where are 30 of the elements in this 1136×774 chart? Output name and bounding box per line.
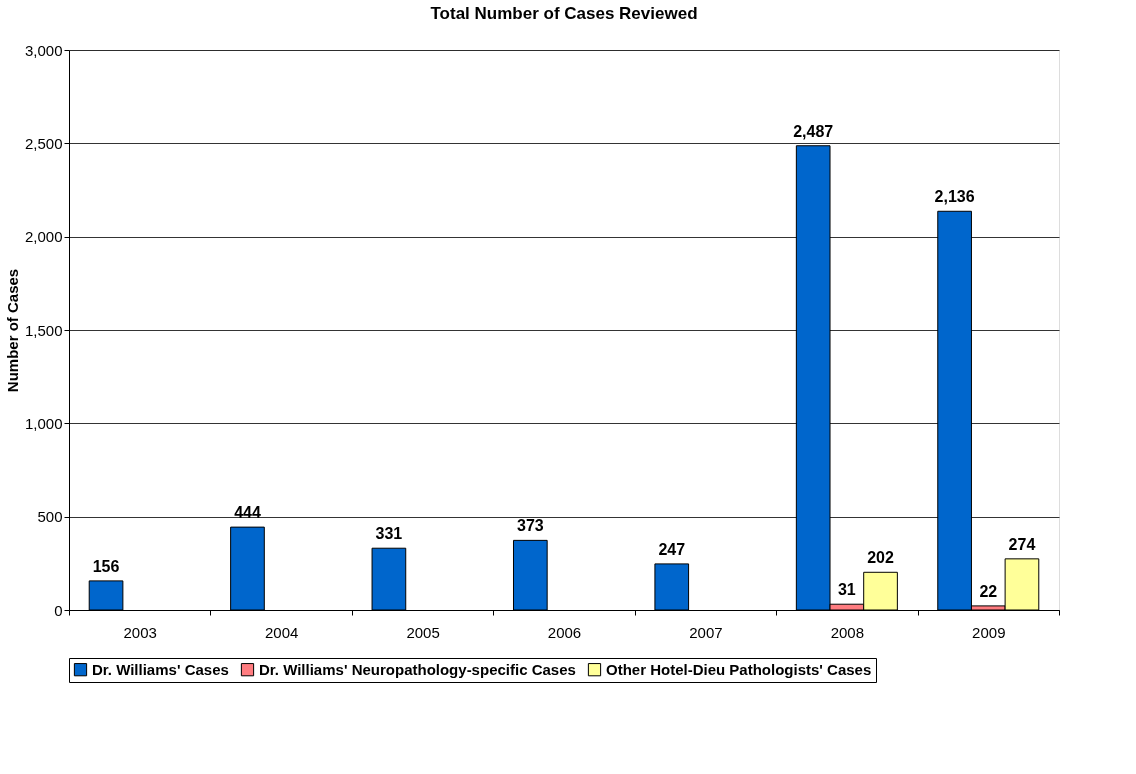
chart-title: Total Number of Cases Reviewed — [430, 4, 698, 23]
data-label: 247 — [658, 540, 686, 558]
data-label: 274 — [1008, 535, 1036, 553]
x-tick-label: 2005 — [406, 623, 440, 641]
y-tick-label: 1,000 — [24, 414, 63, 432]
data-label: 444 — [234, 504, 261, 522]
x-tick-label: 2007 — [689, 623, 723, 641]
data-label: 2,487 — [793, 122, 834, 140]
data-label: 2,136 — [934, 188, 975, 206]
x-tick-label: 2008 — [830, 623, 865, 641]
y-tick-label: 2,000 — [24, 228, 63, 246]
x-tick-label: 2006 — [547, 623, 582, 641]
data-label: 31 — [837, 581, 856, 599]
y-tick-label: 0 — [54, 601, 63, 619]
y-tick-label: 2,500 — [24, 134, 63, 152]
y-tick-label: 3,000 — [24, 41, 63, 59]
data-label: 156 — [92, 557, 120, 575]
data-label: 331 — [375, 525, 403, 543]
legend-label: Dr. Williams' Neuropathology-specific Cases — [259, 660, 576, 678]
data-label: 202 — [867, 549, 894, 567]
x-tick-label: 2004 — [264, 623, 299, 641]
legend-label: Dr. Williams' Cases — [92, 660, 229, 678]
legend-label: Other Hotel-Dieu Pathologists' Cases — [606, 660, 872, 678]
x-tick-label: 2009 — [972, 623, 1006, 641]
y-axis-title: Number of Cases — [3, 268, 21, 393]
y-tick-label: 500 — [37, 508, 63, 526]
y-tick-label: 1,500 — [24, 321, 63, 339]
data-label: 373 — [516, 517, 544, 535]
data-label: 22 — [979, 582, 998, 600]
x-tick-label: 2003 — [123, 623, 157, 641]
